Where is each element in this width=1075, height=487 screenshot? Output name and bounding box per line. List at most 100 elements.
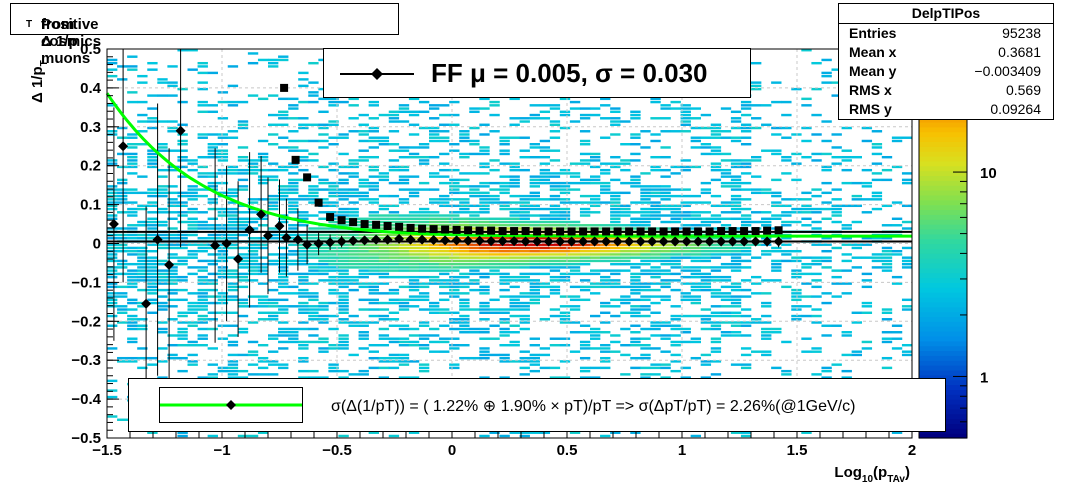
heatmap-cell: [761, 350, 772, 353]
heatmap-cell: [247, 266, 259, 269]
heatmap-cell: [388, 246, 400, 250]
heatmap-cell: [499, 279, 510, 282]
heatmap-cell: [730, 181, 742, 185]
heatmap-cell: [630, 249, 641, 253]
heatmap-cell: [147, 279, 158, 282]
heatmap-cell: [489, 201, 500, 204]
heatmap-cell: [891, 136, 903, 139]
heatmap-cell: [660, 175, 671, 178]
heatmap-cell: [509, 360, 520, 363]
heatmap-cell: [509, 305, 520, 308]
heatmap-cell: [620, 298, 631, 302]
heatmap-cell: [257, 272, 269, 276]
heatmap-cell: [449, 214, 460, 217]
heatmap-cell: [761, 305, 772, 308]
heatmap-cell: [348, 353, 359, 357]
heatmap-cell: [197, 246, 208, 250]
heatmap-cell: [650, 97, 661, 101]
heatmap-cell: [328, 104, 339, 107]
heatmap-cell: [257, 301, 269, 305]
heatmap-cell: [107, 130, 118, 133]
heatmap-cell: [278, 321, 289, 324]
heatmap-cell: [358, 334, 369, 337]
heatmap-cell: [338, 243, 349, 246]
heatmap-cell: [288, 285, 299, 289]
heatmap-cell: [670, 324, 681, 327]
heatmap-cell: [781, 243, 792, 246]
heatmap-cell: [157, 331, 168, 334]
heatmap-cell: [791, 318, 802, 321]
heatmap-cell: [499, 327, 510, 331]
heatmap-cell: [620, 168, 631, 172]
heatmap-cell: [600, 356, 611, 360]
heatmap-cell: [630, 246, 641, 250]
heatmap-cell: [710, 243, 722, 246]
heatmap-cell: [348, 194, 359, 198]
heatmap-cell: [620, 249, 631, 253]
heatmap-cell: [640, 211, 651, 214]
heatmap-cell: [257, 224, 269, 227]
heatmap-cell: [197, 275, 208, 279]
heatmap-cell: [157, 269, 168, 272]
heatmap-cell: [278, 282, 289, 285]
heatmap-cell: [338, 272, 349, 276]
heatmap-cell: [891, 253, 903, 256]
heatmap-cell: [449, 211, 460, 214]
heatmap-cell: [640, 253, 651, 256]
heatmap-cell: [549, 256, 561, 259]
heatmap-cell: [519, 256, 530, 259]
heatmap-cell: [730, 288, 742, 292]
heatmap-cell: [569, 259, 581, 263]
heatmap-cell: [791, 152, 802, 156]
heatmap-cell: [167, 246, 178, 250]
heatmap-cell: [871, 198, 883, 201]
heatmap-cell: [710, 220, 722, 224]
heatmap-cell: [268, 279, 279, 282]
heatmap-cell: [479, 243, 490, 246]
heatmap-cell: [670, 165, 681, 169]
heatmap-cell: [167, 149, 178, 152]
heatmap-cell: [237, 253, 249, 256]
heatmap-cell: [579, 347, 591, 350]
color-bar-segment: [919, 355, 967, 361]
heatmap-cell: [519, 214, 530, 217]
heatmap-cell: [751, 191, 762, 195]
heatmap-cell: [217, 237, 229, 240]
heatmap-cell: [127, 172, 138, 175]
heatmap-cell: [298, 288, 309, 292]
heatmap-cell: [650, 185, 661, 188]
heatmap-cell: [308, 253, 319, 256]
heatmap-cell: [177, 159, 188, 162]
heatmap-cell: [308, 194, 319, 198]
heatmap-cell: [318, 227, 329, 230]
heatmap-cell: [861, 311, 873, 314]
heatmap-cell: [781, 373, 792, 376]
heatmap-cell: [368, 366, 379, 370]
heatmap-cell: [217, 207, 229, 211]
heatmap-cell: [197, 301, 208, 305]
heatmap-cell: [338, 279, 349, 282]
heatmap-cell: [429, 282, 440, 285]
heatmap-cell: [600, 259, 611, 263]
heatmap-cell: [177, 201, 188, 204]
heatmap-cell: [509, 253, 520, 256]
heatmap-cell: [549, 337, 561, 340]
heatmap-cell: [338, 337, 349, 340]
heatmap-cell: [308, 185, 319, 188]
heatmap-cell: [127, 188, 138, 191]
heatmap-cell: [479, 172, 490, 175]
heatmap-cell: [177, 155, 188, 159]
y-axis-label: Δ 1/pT: [29, 60, 50, 103]
heatmap-cell: [600, 366, 611, 370]
heatmap-cell: [891, 139, 903, 143]
heatmap-cell: [680, 204, 691, 208]
heatmap-cell: [751, 175, 762, 178]
heatmap-cell: [479, 107, 490, 110]
heatmap-cell: [237, 123, 249, 126]
heatmap-cell: [469, 188, 480, 191]
heatmap-cell: [388, 117, 400, 120]
color-bar-segment: [919, 155, 967, 162]
heatmap-cell: [881, 337, 893, 340]
heatmap-cell: [237, 275, 249, 279]
heatmap-cell: [730, 269, 742, 272]
